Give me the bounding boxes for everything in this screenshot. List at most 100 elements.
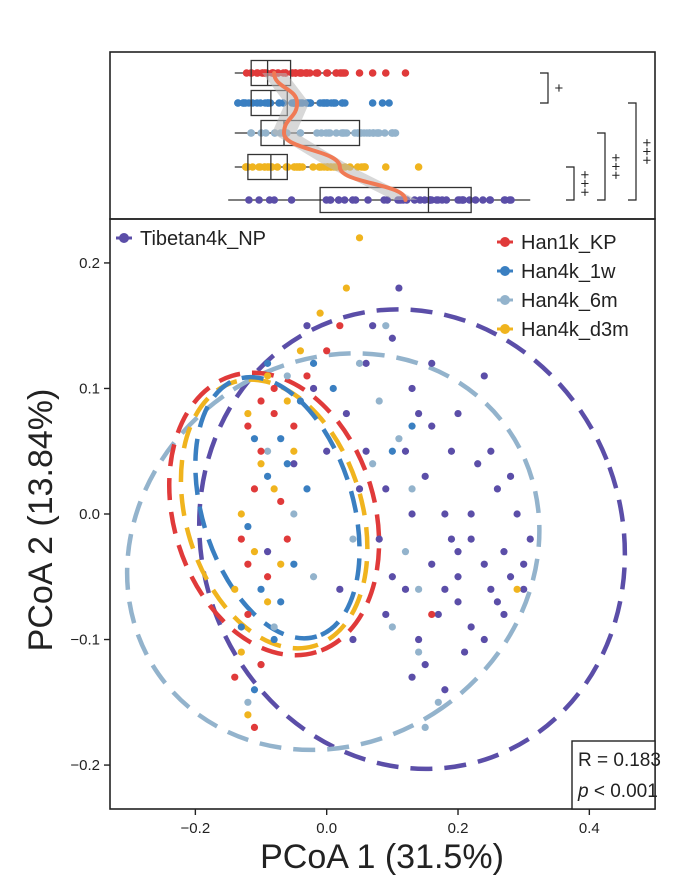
boxplot-point [293,163,301,171]
point-han4k-6m [355,359,364,367]
point-tibetan4k-np [421,661,429,669]
boxplot-point [262,129,270,137]
point-tibetan4k-np [388,573,396,581]
point-tibetan4k-np [290,460,298,468]
point-tibetan4k-np [382,610,390,619]
boxplot-point [332,69,341,77]
point-tibetan4k-np [441,510,449,518]
significance-bracket [597,132,606,201]
point-tibetan4k-np [369,322,377,330]
point-han4k-6m [369,460,377,468]
point-tibetan4k-np [454,598,462,606]
point-han4k-d3m [270,485,278,493]
point-tibetan4k-np [513,510,521,518]
stats-p-value: p < 0.001 [577,781,658,802]
point-han4k-6m [244,698,252,706]
point-han4k-1w [270,635,278,644]
point-tibetan4k-np [441,686,449,694]
scatter-points [231,234,534,732]
boxplot-point [313,129,321,137]
boxplot-tibetan4k-np [228,186,531,214]
point-han4k-d3m [277,560,285,568]
point-tibetan4k-np [401,447,410,455]
boxplot-point [337,129,346,137]
point-han4k-6m [395,435,403,443]
point-tibetan4k-np [447,535,456,543]
legend-label-han1k-kp: Han1k_KP [521,232,617,254]
point-tibetan4k-np [467,510,475,518]
significance-label: + [551,83,568,92]
point-han4k-6m [263,447,272,455]
point-han4k-1w [257,585,265,593]
boxplot-box [247,153,288,181]
point-han1k-kp [250,485,259,493]
boxplot-point [479,196,487,204]
point-han4k-d3m [263,372,272,380]
x-tick-label: 0.4 [579,820,600,837]
point-han4k-1w [309,359,318,367]
boxplot-point [255,163,263,171]
x-tick-label: −0.2 [181,820,211,837]
ellipse-han4k-6m [124,351,542,753]
x-tick-label: 0.2 [448,820,469,837]
boxplot-point [313,69,322,77]
legend-label-han4k-6m: Han4k_6m [521,290,618,312]
point-tibetan4k-np [467,535,475,543]
boxplot-point [273,163,282,171]
point-han1k-kp [257,447,265,455]
boxplot-point [500,196,509,204]
boxplot-outlier [368,69,377,77]
point-han1k-kp [277,497,285,506]
boxplot-outlier [355,69,364,77]
boxplot-point [239,99,248,107]
legend-label-tibetan4k-np: Tibetan4k_NP [140,228,266,250]
boxplot-point [291,69,300,77]
point-tibetan4k-np [441,585,449,593]
significance-label: +++ [608,153,625,180]
y-tick-label: −0.2 [70,757,100,774]
point-tibetan4k-np [480,372,488,380]
point-han4k-d3m [513,585,521,593]
boxplot-point [340,196,349,204]
point-tibetan4k-np [395,284,403,292]
boxplot-box [250,59,292,87]
point-han1k-kp [237,535,245,543]
point-han1k-kp [270,384,278,393]
point-tibetan4k-np [408,673,416,681]
point-han4k-d3m [244,711,252,719]
legend-label-han4k-d3m: Han4k_d3m [521,319,629,341]
point-han4k-6m [309,573,318,581]
point-han1k-kp [250,723,259,732]
boxplot-han4k-1w [234,89,393,117]
boxplot-point [432,196,441,204]
point-tibetan4k-np [428,422,436,430]
boxplot-point [326,129,334,137]
point-han1k-kp [244,560,252,568]
significance-label: +++ [639,138,656,165]
point-han4k-d3m [263,598,272,606]
boxplot-outlier [414,163,423,171]
point-tibetan4k-np [474,460,482,468]
boxplot-point [316,99,324,107]
point-han4k-1w [263,359,272,367]
point-tibetan4k-np [520,585,528,593]
boxplot-point [455,196,464,204]
point-tibetan4k-np [415,409,423,418]
point-han4k-1w [237,623,245,631]
stats-box-frame [571,740,656,810]
point-han4k-6m [421,723,429,732]
point-tibetan4k-np [375,535,383,543]
boxplot-point [364,196,372,204]
point-han1k-kp [257,397,265,405]
point-han4k-6m [388,623,396,631]
series-han4k-d3m [231,234,521,719]
point-han4k-d3m [244,409,252,418]
boxplot-point [360,163,369,171]
point-han4k-d3m [257,460,265,468]
boxplot-point [270,196,279,204]
main-panel: −0.2 0.0 0.2 0.4 0.2 0.1 0.0 −0.1 −0.2 Tibetan4… [70,218,661,837]
point-tibetan4k-np [342,409,350,418]
significance-brackets: ++++++++++ [540,72,656,201]
ellipse-han1k-kp [166,370,382,658]
